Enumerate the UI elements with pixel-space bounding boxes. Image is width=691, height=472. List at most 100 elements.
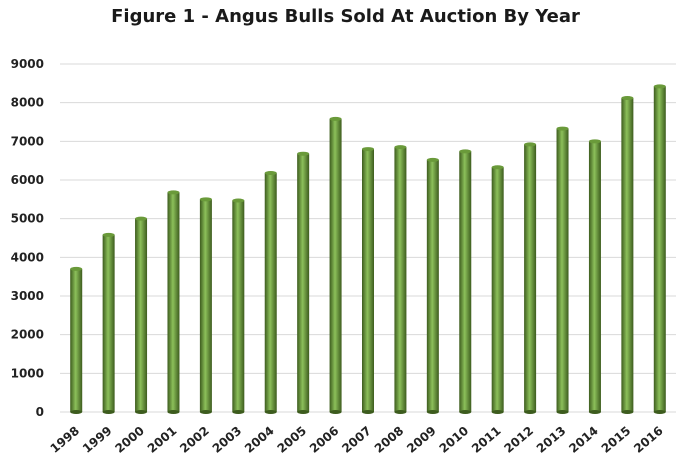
x-tick-label: 2003 bbox=[210, 424, 245, 456]
bar-bottom-cap bbox=[264, 410, 277, 414]
bar-body bbox=[199, 199, 212, 412]
bar-top-cap bbox=[167, 190, 180, 195]
bar-top-cap bbox=[135, 216, 148, 221]
bar-body bbox=[588, 141, 601, 413]
bar-top-cap bbox=[653, 84, 666, 89]
bar-bottom-cap bbox=[167, 410, 180, 414]
y-tick-label: 6000 bbox=[11, 173, 44, 187]
bar-top-cap bbox=[362, 147, 374, 152]
bar bbox=[135, 216, 148, 414]
bar bbox=[426, 157, 439, 414]
bar-bottom-cap bbox=[524, 410, 537, 414]
y-tick-label: 8000 bbox=[11, 96, 44, 110]
y-tick-label: 1000 bbox=[11, 366, 44, 380]
bar-top-cap bbox=[556, 126, 569, 131]
bar-bottom-cap bbox=[70, 410, 83, 414]
bar-body bbox=[135, 218, 148, 412]
bar bbox=[491, 165, 504, 414]
bar bbox=[556, 126, 569, 414]
bar bbox=[329, 116, 342, 414]
x-tick-label: 1998 bbox=[48, 424, 83, 456]
x-tick-label: 2005 bbox=[274, 424, 309, 456]
bar-body bbox=[426, 159, 439, 412]
x-tick-label: 2012 bbox=[501, 424, 536, 456]
bar-body bbox=[524, 144, 537, 412]
bar-top-cap bbox=[199, 197, 212, 202]
x-tick-label: 2000 bbox=[112, 424, 147, 456]
x-tick-label: 2010 bbox=[437, 424, 472, 456]
x-tick-label: 2008 bbox=[372, 424, 407, 456]
bar-bottom-cap bbox=[362, 410, 374, 414]
bar-bottom-cap bbox=[459, 410, 472, 414]
bar-top-cap bbox=[394, 145, 407, 150]
bar bbox=[70, 266, 83, 414]
x-tick-label: 2014 bbox=[566, 424, 601, 456]
x-tick-label: 2009 bbox=[404, 424, 439, 456]
bar-top-cap bbox=[459, 149, 472, 154]
bar bbox=[653, 84, 666, 414]
bar-bottom-cap bbox=[556, 410, 569, 414]
bar-body bbox=[556, 128, 569, 412]
bar bbox=[167, 190, 180, 414]
y-axis-labels: 0 1000 2000 3000 4000 5000 6000 7000 8000 9000 bbox=[11, 57, 44, 419]
x-tick-label: 2004 bbox=[242, 424, 277, 456]
bar bbox=[199, 197, 212, 414]
bar-bottom-cap bbox=[621, 410, 634, 414]
bar-top-cap bbox=[426, 157, 439, 162]
bar-top-cap bbox=[102, 232, 115, 237]
bar-bottom-cap bbox=[329, 410, 342, 414]
x-tick-label: 2002 bbox=[177, 424, 212, 456]
y-tick-label: 5000 bbox=[11, 212, 44, 226]
bar-body bbox=[70, 268, 83, 412]
bar-bottom-cap bbox=[297, 410, 310, 414]
bar-top-cap bbox=[329, 116, 342, 121]
y-tick-label: 2000 bbox=[11, 328, 44, 342]
bar-bottom-cap bbox=[588, 410, 601, 414]
bar bbox=[362, 147, 374, 414]
bar bbox=[524, 142, 537, 414]
x-tick-label: 2013 bbox=[534, 424, 569, 456]
bar-bottom-cap bbox=[394, 410, 407, 414]
x-tick-label: 2015 bbox=[599, 424, 634, 456]
bar-body bbox=[394, 147, 407, 412]
x-axis-labels: 1998199920002001200220032004200520062007… bbox=[48, 424, 666, 456]
bar-body bbox=[264, 173, 277, 412]
bar bbox=[297, 151, 310, 414]
bar bbox=[621, 96, 634, 414]
bar-top-cap bbox=[70, 266, 83, 271]
bar-body bbox=[621, 98, 634, 412]
bar bbox=[232, 198, 245, 414]
chart-title: Figure 1 - Angus Bulls Sold At Auction B… bbox=[111, 6, 580, 27]
bar-bottom-cap bbox=[491, 410, 504, 414]
bar-bottom-cap bbox=[232, 410, 245, 414]
y-tick-label: 4000 bbox=[11, 250, 44, 264]
y-tick-label: 0 bbox=[36, 405, 44, 419]
x-tick-label: 1999 bbox=[80, 424, 115, 456]
bar-bottom-cap bbox=[653, 410, 666, 414]
bar-body bbox=[491, 167, 504, 412]
bar-top-cap bbox=[297, 151, 310, 156]
bar-body bbox=[329, 118, 342, 412]
bar-body bbox=[653, 86, 666, 412]
y-tick-label: 9000 bbox=[11, 57, 44, 71]
bar-body bbox=[167, 192, 180, 412]
x-tick-label: 2001 bbox=[145, 424, 180, 456]
x-tick-label: 2006 bbox=[307, 424, 342, 456]
bar-top-cap bbox=[491, 165, 504, 170]
bar bbox=[459, 149, 472, 414]
bar-body bbox=[297, 153, 310, 412]
bar bbox=[394, 145, 407, 414]
x-tick-label: 2011 bbox=[469, 424, 504, 456]
bar-top-cap bbox=[264, 171, 277, 176]
bar-body bbox=[459, 151, 472, 413]
bar bbox=[588, 139, 601, 414]
bar-top-cap bbox=[588, 139, 601, 144]
x-tick-label: 2007 bbox=[339, 424, 374, 456]
bar-body bbox=[232, 200, 245, 412]
bars bbox=[70, 84, 666, 414]
bar-bottom-cap bbox=[426, 410, 439, 414]
bar bbox=[102, 232, 115, 414]
bar-bottom-cap bbox=[102, 410, 115, 414]
